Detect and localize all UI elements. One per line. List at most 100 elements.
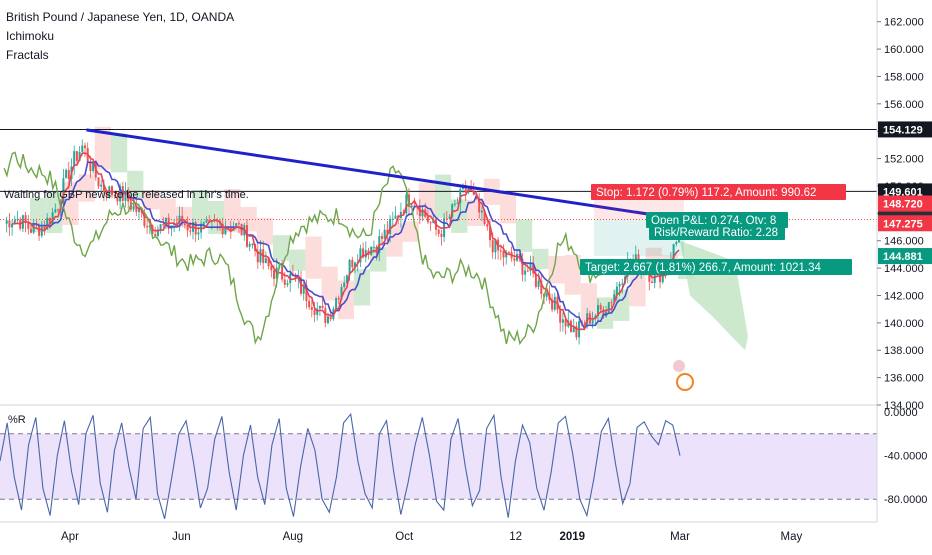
candle-body <box>583 323 586 325</box>
candle-body <box>300 278 302 294</box>
candle-body <box>178 215 181 224</box>
x-tick-label: Oct <box>395 531 414 543</box>
candle-body <box>545 293 548 297</box>
symbol-title[interactable]: British Pound / Japanese Yen, 1D, OANDA <box>6 10 235 24</box>
annotation-text[interactable]: Waiting for GBP news to be released in 1… <box>4 189 249 201</box>
target-label-bg <box>580 259 852 275</box>
candle-body <box>57 209 59 211</box>
x-tick-label: Aug <box>283 531 303 543</box>
price-badge <box>878 248 932 265</box>
candle-body <box>251 243 254 245</box>
candle-body <box>308 300 311 308</box>
price-axis-bg <box>877 0 932 550</box>
candle-body <box>138 208 140 212</box>
price-badge-label: 149.601 <box>883 186 923 198</box>
stop-label[interactable]: Stop: 1.172 (0.79%) 117.2, Amount: 990.6… <box>596 187 816 199</box>
candle-body <box>329 316 332 320</box>
risk-reward-label[interactable]: Risk/Reward Ratio: 2.28 <box>654 227 778 239</box>
candle-body <box>348 259 351 276</box>
target-label[interactable]: Target: 2.667 (1.81%) 266.7, Amount: 102… <box>585 262 822 274</box>
candle-body <box>310 307 313 310</box>
cloud-bull-segment <box>532 248 549 270</box>
candle-body <box>175 223 178 225</box>
candle-body <box>189 230 192 232</box>
candle-body <box>89 162 92 172</box>
wr-line <box>0 412 681 519</box>
candle-body <box>345 275 348 283</box>
price-badge <box>878 183 932 200</box>
cloud-bear-segment <box>402 221 419 242</box>
y-tick-label: 158.000 <box>884 71 924 83</box>
candle-body <box>48 217 51 225</box>
cloud-bear-segment <box>78 174 95 202</box>
candle-body <box>105 192 108 198</box>
candle-body <box>372 246 375 248</box>
candle-body <box>678 240 680 243</box>
candle-body <box>537 280 540 287</box>
williams-r-label[interactable]: %R <box>8 414 26 426</box>
candle-body <box>491 240 494 253</box>
candle-body <box>248 243 251 247</box>
y-tick-label: 138.000 <box>884 345 924 357</box>
candle-body <box>73 151 76 167</box>
wr-tick-label: 0.0000 <box>884 407 918 419</box>
price-badges: 154.129149.601148.720147.548147.275144.8… <box>878 121 932 265</box>
candle-body <box>651 281 653 283</box>
cloud-bear-segment <box>499 191 516 224</box>
indicator-ichimoku-label[interactable]: Ichimoku <box>6 29 55 43</box>
candle-body <box>672 244 675 260</box>
cloud-bear-segment <box>143 190 160 210</box>
candle-body <box>321 305 324 308</box>
candle-body <box>8 220 11 228</box>
y-tick-label: 152.000 <box>884 154 924 166</box>
y-tick-label: 142.000 <box>884 290 924 302</box>
candle-body <box>354 262 356 268</box>
candle-body <box>11 223 14 228</box>
candle-body <box>653 274 656 283</box>
y-tick-label: 134.000 <box>884 400 924 412</box>
cloud-bear-segment <box>94 126 111 170</box>
candle-body <box>235 223 238 228</box>
candle-body <box>483 210 486 225</box>
candle-body <box>318 305 321 309</box>
candle-body <box>51 212 54 225</box>
candle-body <box>132 205 135 210</box>
candle-body <box>405 194 408 214</box>
candle-body <box>362 248 365 258</box>
candle-body <box>526 270 529 272</box>
candle-body <box>337 298 340 300</box>
y-tick-label: 162.000 <box>884 17 924 29</box>
candle-body <box>124 190 127 201</box>
x-tick-label: May <box>781 531 803 543</box>
candle-body <box>259 249 262 263</box>
cloud-projection <box>680 240 748 351</box>
y-tick-label: 146.000 <box>884 236 924 248</box>
candle-body <box>165 217 167 225</box>
y-tick-label: 156.000 <box>884 99 924 111</box>
candle-body <box>113 195 116 197</box>
candle-body <box>572 326 575 333</box>
wr-tick-label: -80.0000 <box>884 494 927 506</box>
candle-body <box>256 251 259 263</box>
candle-body <box>529 263 532 271</box>
candle-body <box>370 246 373 255</box>
candle-body <box>146 226 149 228</box>
candle-body <box>5 220 8 224</box>
candle-body <box>410 205 413 207</box>
cloud-bear-segment <box>548 256 565 284</box>
candle-body <box>448 217 451 219</box>
chart-legend: British Pound / Japanese Yen, 1D, OANDA … <box>6 8 234 65</box>
price-badge-label: 148.720 <box>883 198 923 210</box>
candle-body <box>648 271 651 282</box>
risk-reward-label-bg <box>649 224 785 240</box>
candle-body <box>489 226 491 241</box>
indicator-fractals-label[interactable]: Fractals <box>6 48 49 62</box>
candle-body <box>502 250 505 258</box>
price-badge <box>878 121 932 138</box>
candle-body <box>602 309 605 317</box>
candle-body <box>283 279 286 285</box>
candle-body <box>24 215 27 223</box>
candle-body <box>599 305 602 310</box>
